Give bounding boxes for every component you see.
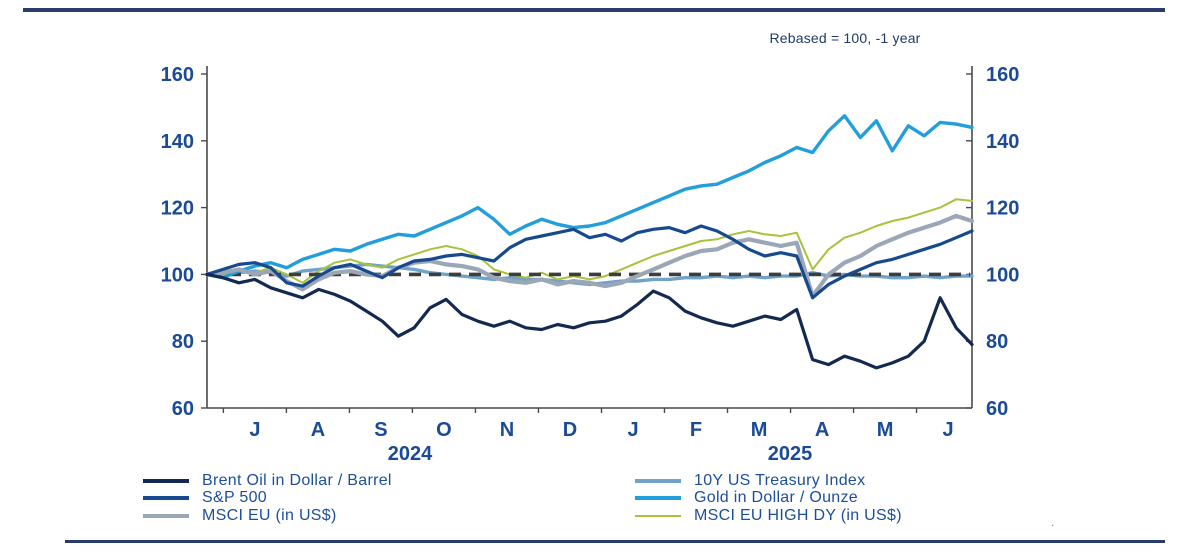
legend-swatch-msci-eu-high-dy-in-us <box>635 514 681 518</box>
x-axis-month-label: N <box>500 419 514 441</box>
x-axis-month-label: M <box>751 419 768 441</box>
legend-item-brent-oil-in-dollar-barrel: Brent Oil in Dollar / Barrel <box>143 472 392 490</box>
x-axis-month-label: D <box>563 419 577 441</box>
y-axis-label-left: 160 <box>161 64 194 86</box>
legend-swatch-gold-in-dollar-ounze <box>635 496 681 501</box>
top-divider-rule <box>23 8 1165 12</box>
y-axis-label-left: 140 <box>161 131 194 153</box>
y-axis-label-right: 120 <box>986 198 1019 220</box>
x-axis-year-label: 2025 <box>768 443 813 465</box>
y-axis-label-right: 80 <box>986 331 1008 353</box>
series-line-msci-eu-in-us <box>204 213 975 299</box>
legend-item-s-p-500: S&P 500 <box>143 489 392 508</box>
stray-dot: . <box>1051 515 1055 529</box>
legend-label-msci-eu-in-us: MSCI EU (in US$) <box>202 506 337 524</box>
x-axis-month-label: J <box>942 419 953 441</box>
legend-column-left: Brent Oil in Dollar / Barrel S&P 500 MSCI … <box>143 472 392 525</box>
legend-column-right: 10Y US Treasury Index Gold in Dollar / Ou… <box>635 472 902 525</box>
legend-item-msci-eu-high-dy-in-us: MSCI EU HIGH DY (in US$) <box>635 507 902 525</box>
series-line-gold-in-dollar-ounze <box>205 114 974 280</box>
legend-item-msci-eu-in-us: MSCI EU (in US$) <box>143 507 392 525</box>
x-axis-month-label: S <box>374 419 387 441</box>
y-axis-label-left: 60 <box>172 398 194 420</box>
chart-annotation: Rebased = 100, -1 year <box>769 30 921 46</box>
x-axis-month-label: O <box>436 419 452 441</box>
legend-swatch-msci-eu-in-us <box>143 513 189 518</box>
x-axis-month-label: J <box>249 419 260 441</box>
x-axis-month-label: M <box>877 419 894 441</box>
y-axis-label-right: 60 <box>986 398 1008 420</box>
legend-item-gold-in-dollar-ounze: Gold in Dollar / Ounze <box>635 489 902 508</box>
x-axis-month-label: F <box>690 419 702 441</box>
y-axis-label-left: 100 <box>161 264 194 286</box>
series-line-brent-oil-in-dollar-barrel <box>205 272 974 370</box>
legend-label-10y-us-treasury-index: 10Y US Treasury Index <box>694 471 866 489</box>
y-axis-label-left: 80 <box>172 331 194 353</box>
legend-label-msci-eu-high-dy-in-us: MSCI EU HIGH DY (in US$) <box>694 506 902 524</box>
series-line-s-p-500 <box>205 224 974 300</box>
x-axis-month-label: J <box>627 419 638 441</box>
y-axis-label-right: 140 <box>986 131 1019 153</box>
legend-swatch-10y-us-treasury-index <box>635 478 681 483</box>
legend-item-10y-us-treasury-index: 10Y US Treasury Index <box>635 472 902 490</box>
y-axis-label-right: 100 <box>986 264 1019 286</box>
y-axis-label-right: 160 <box>986 64 1019 86</box>
x-axis-month-label: A <box>311 419 325 441</box>
x-axis-year-label: 2024 <box>388 443 433 465</box>
y-axis-label-left: 120 <box>161 198 194 220</box>
bottom-divider-rule <box>65 540 1165 543</box>
x-axis-month-label: A <box>815 419 829 441</box>
legend-label-s-p-500: S&P 500 <box>202 489 267 507</box>
legend-label-brent-oil-in-dollar-barrel: Brent Oil in Dollar / Barrel <box>202 471 392 489</box>
legend-label-gold-in-dollar-ounze: Gold in Dollar / Ounze <box>694 489 859 507</box>
series-line-msci-eu-high-dy-in-us <box>206 198 973 284</box>
legend-swatch-brent-oil-in-dollar-barrel <box>143 478 189 483</box>
legend-swatch-s-p-500 <box>143 496 189 501</box>
